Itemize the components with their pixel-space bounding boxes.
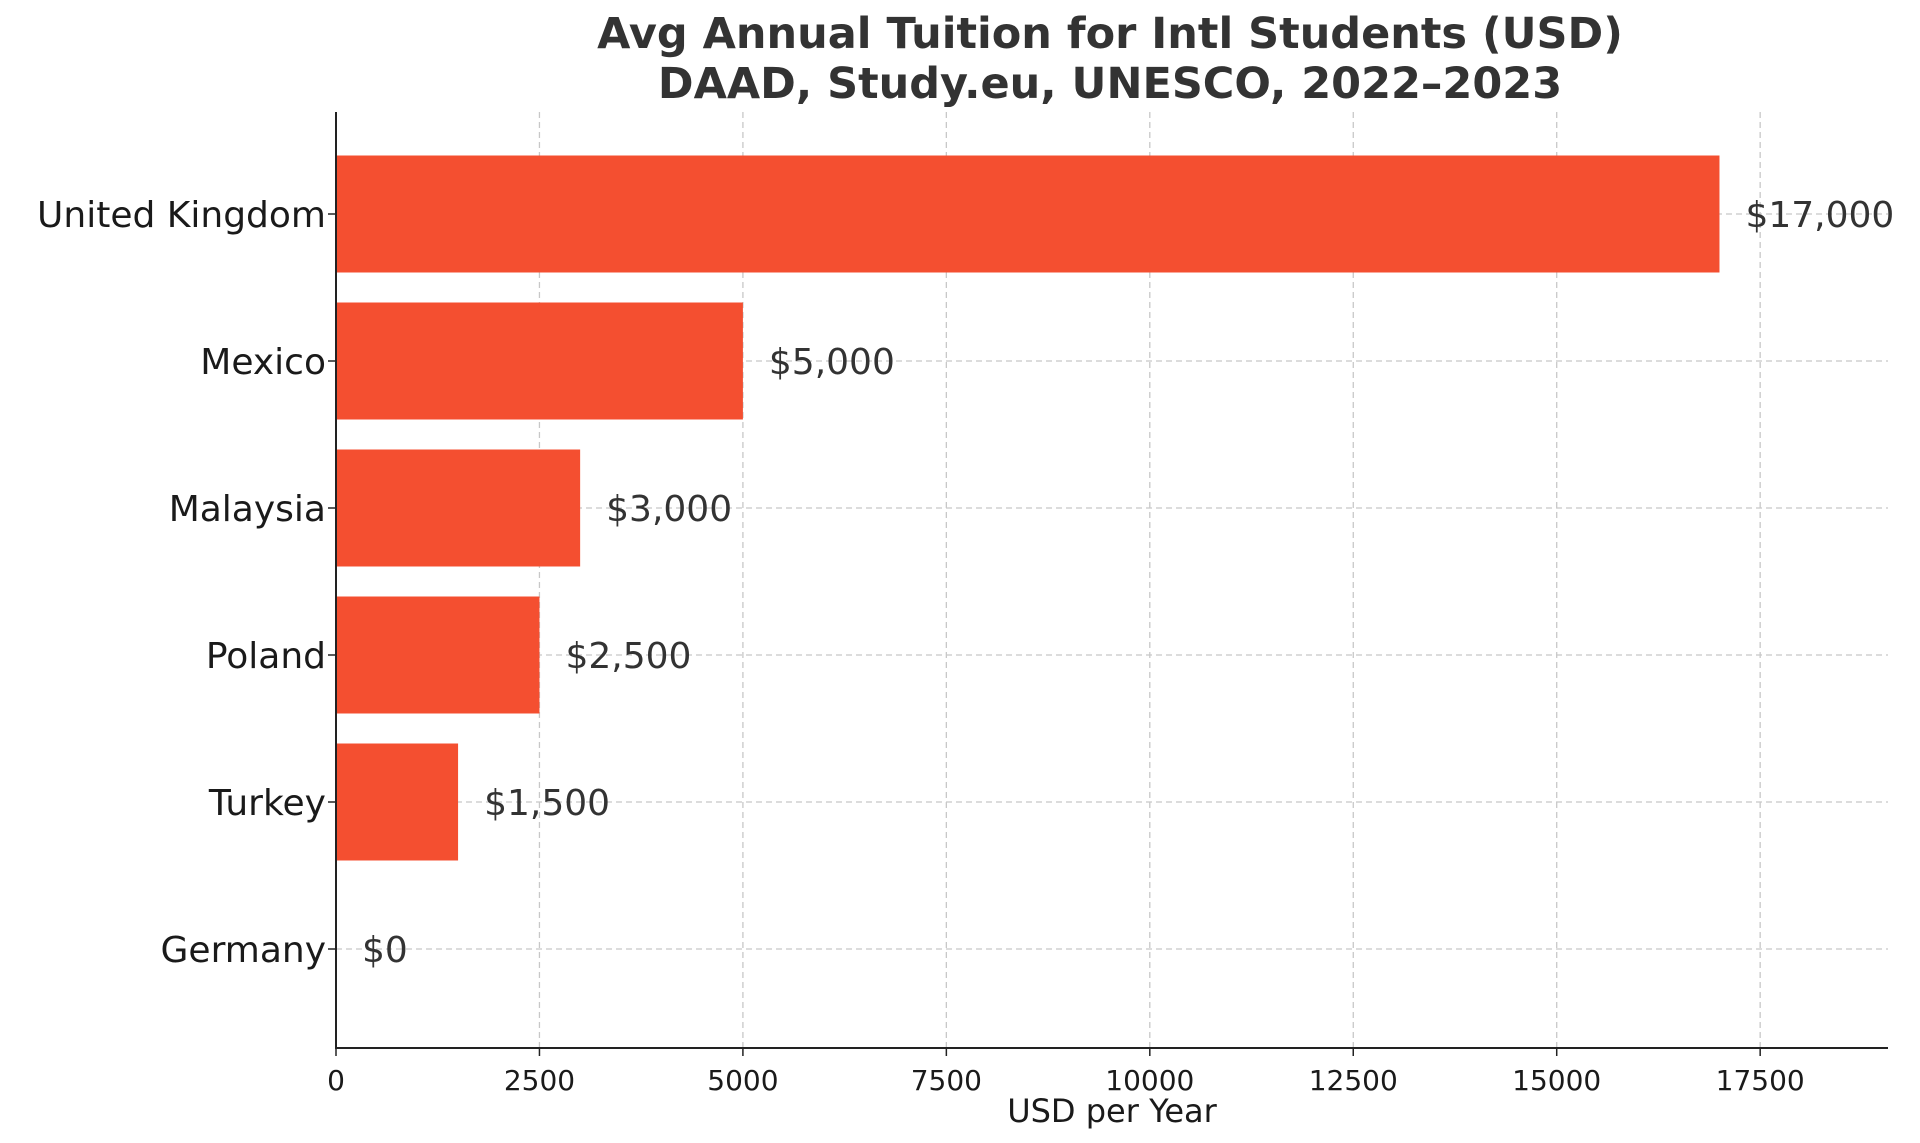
x-tick-label: 15000 [1512,1064,1601,1097]
y-tick-label: Germany [161,930,326,971]
data-label: $2,500 [565,636,691,677]
y-tick-label: Mexico [200,342,326,383]
data-label: $0 [362,930,408,971]
data-label: $17,000 [1745,195,1894,236]
y-tick-labels: United Kingdom Mexico Malaysia Poland Turkey… [37,195,336,971]
y-tick-label: Turkey [208,783,326,824]
x-tick-label: 10000 [1105,1064,1194,1097]
x-tick-label: 7500 [911,1064,982,1097]
x-tick-labels: 0 2500 5000 7500 10000 12500 15000 17500 [327,1048,1805,1097]
x-axis-label: USD per Year [1007,1092,1217,1130]
x-tick-label: 5000 [707,1064,778,1097]
bar [336,449,581,567]
x-tick-label: 17500 [1716,1064,1805,1097]
data-label: $3,000 [606,489,732,530]
bar [336,743,459,861]
data-labels: $17,000 $5,000 $3,000 $2,500 $1,500 $0 [362,195,1894,971]
data-label: $5,000 [769,342,895,383]
data-label: $1,500 [484,783,610,824]
bar [336,155,1720,273]
x-tick-label: 2500 [504,1064,575,1097]
y-tick-label: Malaysia [169,489,326,530]
x-tick-label: 0 [327,1064,345,1097]
bar [336,596,540,714]
x-tick-label: 12500 [1309,1064,1398,1097]
chart-subtitle: DAAD, Study.eu, UNESCO, 2022–2023 [658,59,1562,109]
y-tick-label: United Kingdom [37,195,326,236]
y-tick-label: Poland [206,636,326,677]
bars [336,155,1720,861]
chart-title: Avg Annual Tuition for Intl Students (US… [597,9,1623,59]
bar [336,302,743,420]
